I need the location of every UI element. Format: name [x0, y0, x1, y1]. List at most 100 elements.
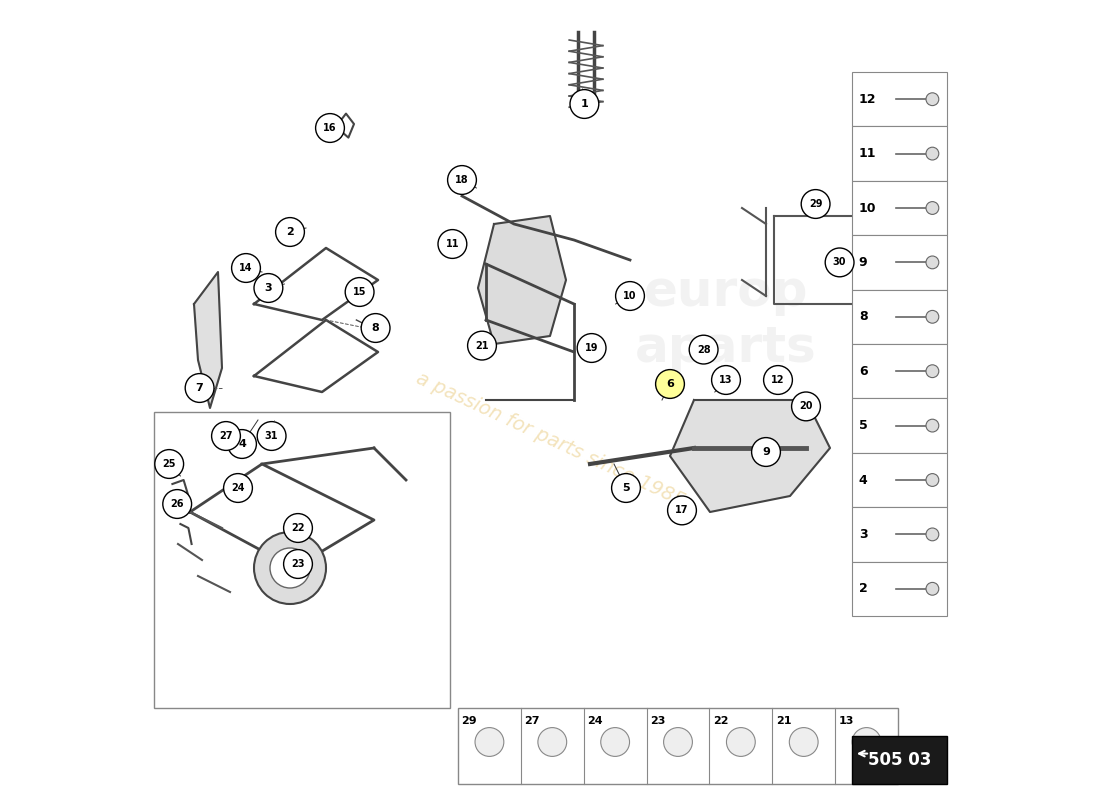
Circle shape [155, 450, 184, 478]
Circle shape [926, 202, 938, 214]
Circle shape [257, 422, 286, 450]
Text: 2: 2 [286, 227, 294, 237]
Text: 10: 10 [624, 291, 637, 301]
Circle shape [254, 274, 283, 302]
Bar [852, 344, 947, 398]
Circle shape [926, 419, 938, 432]
Circle shape [163, 490, 191, 518]
Bar [852, 290, 947, 344]
Text: 5: 5 [623, 483, 630, 493]
Circle shape [690, 335, 718, 364]
Circle shape [438, 230, 466, 258]
Text: 28: 28 [696, 345, 711, 354]
Bar [852, 562, 947, 616]
Text: 9: 9 [762, 447, 770, 457]
Text: 11: 11 [859, 147, 877, 160]
Text: 19: 19 [585, 343, 598, 353]
Circle shape [712, 366, 740, 394]
Text: 17: 17 [675, 506, 689, 515]
Text: 10: 10 [859, 202, 877, 214]
Text: 29: 29 [808, 199, 823, 209]
Circle shape [751, 438, 780, 466]
Text: 18: 18 [455, 175, 469, 185]
Circle shape [926, 528, 938, 541]
Circle shape [211, 422, 241, 450]
Circle shape [926, 256, 938, 269]
Circle shape [361, 314, 390, 342]
Text: 11: 11 [446, 239, 459, 249]
Circle shape [475, 728, 504, 757]
Bar [852, 453, 947, 507]
Text: 24: 24 [231, 483, 244, 493]
Bar [852, 72, 947, 126]
Bar [852, 235, 947, 290]
Text: 14: 14 [240, 263, 253, 273]
Text: 23: 23 [292, 559, 305, 569]
Circle shape [578, 334, 606, 362]
Circle shape [612, 474, 640, 502]
Circle shape [448, 166, 476, 194]
Circle shape [270, 548, 310, 588]
Text: 7: 7 [196, 383, 204, 393]
Circle shape [468, 331, 496, 360]
Text: 25: 25 [163, 459, 176, 469]
Circle shape [223, 474, 252, 502]
Polygon shape [478, 216, 566, 344]
Text: 4: 4 [859, 474, 868, 486]
Text: 29: 29 [462, 716, 477, 726]
Text: 6: 6 [667, 379, 674, 389]
Circle shape [663, 728, 692, 757]
Text: 16: 16 [323, 123, 337, 133]
Bar [852, 398, 947, 453]
Circle shape [926, 582, 938, 595]
Text: 12: 12 [859, 93, 877, 106]
Circle shape [852, 728, 881, 757]
Text: 6: 6 [859, 365, 868, 378]
Text: 2: 2 [859, 582, 868, 595]
Text: 21: 21 [776, 716, 792, 726]
Circle shape [926, 365, 938, 378]
Circle shape [316, 114, 344, 142]
Circle shape [570, 90, 598, 118]
Text: 8: 8 [372, 323, 379, 333]
Text: 22: 22 [292, 523, 305, 533]
Circle shape [254, 532, 326, 604]
Text: 4: 4 [238, 439, 246, 449]
Circle shape [284, 550, 312, 578]
Circle shape [926, 93, 938, 106]
Circle shape [926, 147, 938, 160]
Circle shape [276, 218, 305, 246]
Text: 13: 13 [719, 375, 733, 385]
Circle shape [228, 430, 256, 458]
Text: 1: 1 [581, 99, 589, 109]
Bar [852, 181, 947, 235]
Circle shape [801, 190, 830, 218]
Text: 3: 3 [265, 283, 272, 293]
Circle shape [185, 374, 214, 402]
Bar [852, 126, 947, 181]
Bar [458, 708, 898, 784]
Text: 26: 26 [170, 499, 184, 509]
Circle shape [792, 392, 821, 421]
Text: 3: 3 [859, 528, 868, 541]
Text: 22: 22 [713, 716, 728, 726]
FancyBboxPatch shape [852, 736, 947, 784]
Text: a passion for parts since 1985: a passion for parts since 1985 [412, 369, 688, 511]
Text: 20: 20 [800, 402, 813, 411]
Text: 27: 27 [525, 716, 540, 726]
Circle shape [790, 728, 818, 757]
Text: 23: 23 [650, 716, 666, 726]
Text: 24: 24 [587, 716, 603, 726]
Circle shape [656, 370, 684, 398]
Text: 12: 12 [771, 375, 784, 385]
Text: 30: 30 [833, 258, 846, 267]
Text: 15: 15 [353, 287, 366, 297]
Circle shape [616, 282, 645, 310]
Circle shape [668, 496, 696, 525]
Polygon shape [670, 400, 830, 512]
Bar [852, 507, 947, 562]
Text: 27: 27 [219, 431, 233, 441]
Circle shape [538, 728, 566, 757]
Bar [154, 412, 450, 708]
Circle shape [232, 254, 261, 282]
